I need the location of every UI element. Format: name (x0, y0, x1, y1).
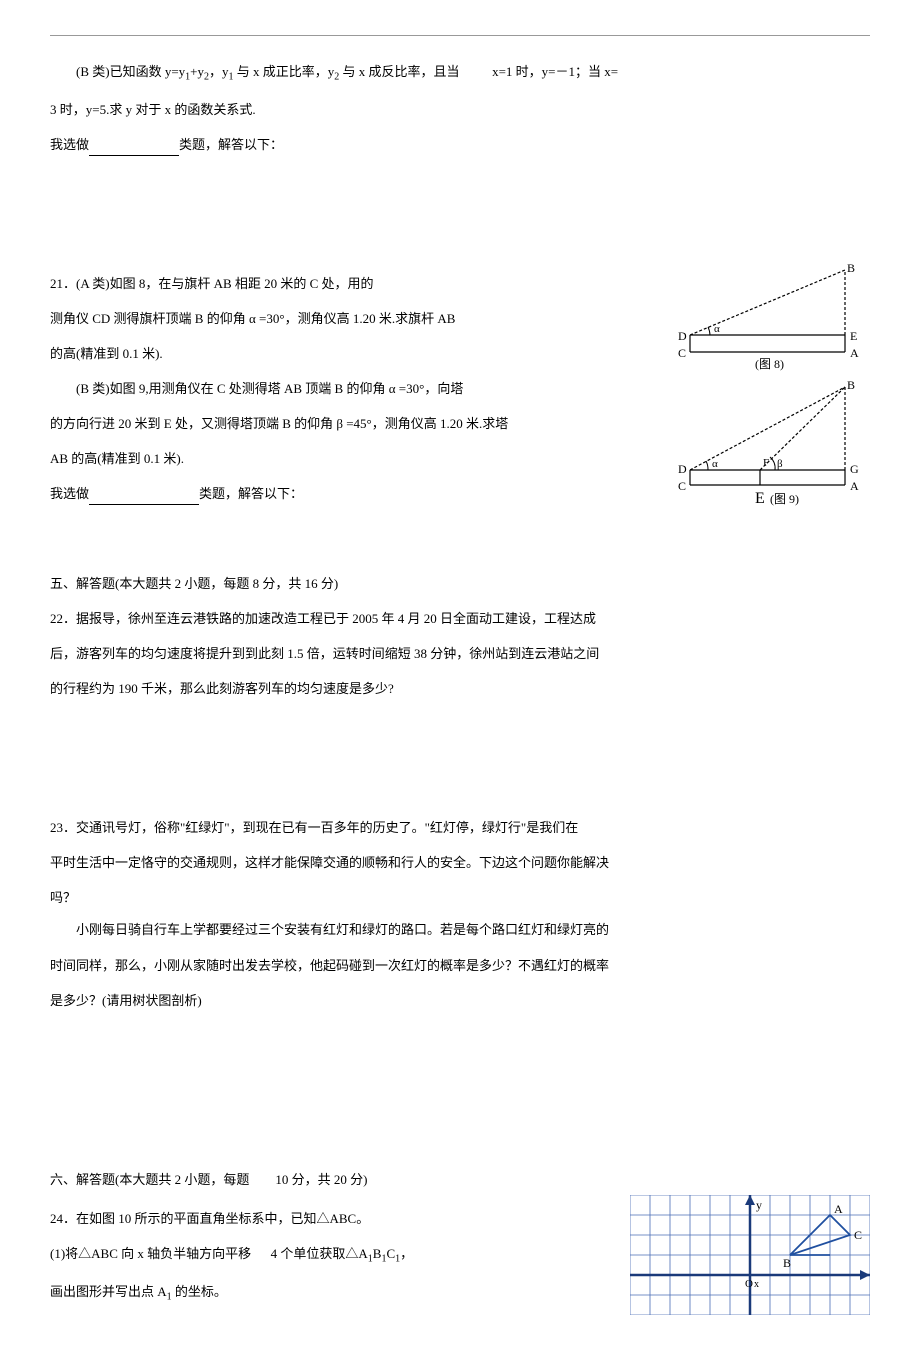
question-22: 22．据报导，徐州至连云港铁路的加速改造工程已于 2005 年 4 月 20 日… (50, 608, 870, 700)
label-d8: D (678, 329, 687, 343)
label-b9: B (847, 378, 855, 392)
comma: ， (400, 1246, 413, 1261)
q21a-l3: 的高(精准到 0.1 米). (50, 343, 670, 365)
label-a8: A (850, 346, 859, 360)
label-f9: F (763, 457, 769, 469)
blank-choice[interactable] (89, 141, 179, 156)
axis-x-label: x (754, 1279, 759, 1290)
q21-choose-pre: 我选做 (50, 486, 89, 501)
q21a-l1: 21．(A 类)如图 8，在与旗杆 AB 相距 20 米的 C 处，用的 (50, 273, 670, 295)
figure-8: α B D E C A (图 8) (670, 260, 870, 375)
q21-text-col: 21．(A 类)如图 8，在与旗杆 AB 相距 20 米的 C 处，用的 测角仪… (50, 260, 670, 510)
question-20b: (B 类)已知函数 y=y1+y2，y1 与 x 成正比率，y2 与 x 成反比… (50, 61, 870, 156)
q20b-line1: (B 类)已知函数 y=y1+y2，y1 与 x 成正比率，y2 与 x 成反比… (50, 61, 870, 86)
label-e8: E (850, 329, 857, 343)
q23-l1: 23．交通讯号灯，俗称"红绿灯"，到现在已有一百多年的历史了。"红灯停，绿灯行"… (50, 817, 870, 839)
q22-l1: 22．据报导，徐州至连云港铁路的加速改造工程已于 2005 年 4 月 20 日… (50, 608, 870, 630)
q20b-line2: 3 时，y=5.求 y 对于 x 的函数关系式. (50, 99, 870, 121)
q24-l2: (1)将△ABC 向 x 轴负半轴方向平移 4 个单位获取△A1B1C1， (50, 1243, 630, 1268)
q21-figures: α B D E C A (图 8) α F (670, 260, 870, 515)
text2: 与 x 成反比率，且当 (339, 64, 459, 79)
blank-choice-21[interactable] (89, 490, 199, 505)
figure-9: α F β B D G C A E (图 9) (670, 375, 870, 515)
b-txt: B (373, 1246, 382, 1261)
question-21-row: 21．(A 类)如图 8，在与旗杆 AB 相距 20 米的 C 处，用的 测角仪… (50, 260, 870, 515)
q21a-l2: 测角仪 CD 测得旗杆顶端 B 的仰角 α =30°，测角仪高 1.20 米.求… (50, 308, 670, 330)
label-c8: C (678, 346, 686, 360)
q24-text-col: 24．在如图 10 所示的平面直角坐标系中，已知△ABC。 (1)将△ABC 向… (50, 1195, 630, 1309)
text3: x=1 时，y=－1；当 x= (492, 64, 618, 79)
q21-choose-post: 类题，解答以下： (199, 486, 303, 501)
page-divider (50, 35, 870, 36)
label-d9: D (678, 462, 687, 476)
section-5-heading: 五、解答题(本大题共 2 小题，每题 8 分，共 16 分) (50, 573, 870, 595)
q24-l3-post: 的坐标。 (172, 1284, 227, 1299)
sec6-mid: 10 分，共 20 分) (275, 1172, 367, 1187)
label-c9: C (678, 479, 686, 493)
q20b-line3: 我选做 类题，解答以下： (50, 134, 870, 156)
label-alpha: α (714, 323, 720, 335)
q24-l2-pre: (1)将△ABC 向 x 轴负半轴方向平移 (50, 1246, 251, 1261)
axis-y-label: y (756, 1198, 762, 1212)
q24-l3-pre: 画出图形并写出点 A (50, 1284, 167, 1299)
q23-l3: 吗？ (50, 887, 870, 909)
q24-figure: y O x A B C (630, 1195, 870, 1315)
label-g9: G (850, 462, 859, 476)
q23-l2: 平时生活中一定恪守的交通规则，这样才能保障交通的顺畅和行人的安全。下边这个问题你… (50, 852, 870, 874)
q22-l3: 的行程约为 190 千米，那么此刻游客列车的均匀速度是多少? (50, 678, 870, 700)
q23-p2-l2: 时间同样，那么，小刚从家随时出发去学校，他起码碰到一次红灯的概率是多少？不遇红灯… (50, 955, 870, 977)
label-e9: E (755, 490, 765, 507)
q24-l2-mid: 4 个单位获取△A (271, 1246, 368, 1261)
label-alpha9: α (712, 458, 718, 470)
sec6-pre: 六、解答题(本大题共 2 小题，每题 (50, 1172, 249, 1187)
question-23: 23．交通讯号灯，俗称"红绿灯"，到现在已有一百多年的历史了。"红灯停，绿灯行"… (50, 817, 870, 1012)
origin-label: O (745, 1278, 753, 1290)
comma-y1: ，y (209, 64, 229, 79)
q20b-choose-pre: 我选做 (50, 137, 89, 152)
q20b-choose-post: 类题，解答以下： (179, 137, 283, 152)
plus-y: +y (190, 64, 204, 79)
coordinate-grid: y O x A B C (630, 1195, 870, 1315)
q23-p2-l3: 是多少？(请用树状图剖析) (50, 990, 870, 1012)
fig9-caption: (图 9) (770, 492, 799, 506)
text1: 与 x 成正比率，y (234, 64, 335, 79)
vertex-a: A (834, 1202, 843, 1216)
vertex-b: B (783, 1256, 791, 1270)
q21-choose: 我选做 类题，解答以下： (50, 483, 670, 505)
label-beta9: β (777, 458, 783, 470)
label-a9: A (850, 479, 859, 493)
section-6-heading: 六、解答题(本大题共 2 小题，每题 10 分，共 20 分) (50, 1169, 870, 1191)
question-24-row: 24．在如图 10 所示的平面直角坐标系中，已知△ABC。 (1)将△ABC 向… (50, 1195, 870, 1315)
fig8-caption: (图 8) (755, 357, 784, 371)
q24-l3: 画出图形并写出点 A1 的坐标。 (50, 1281, 630, 1306)
q21b-l1: (B 类)如图 9,用测角仪在 C 处测得塔 AB 顶端 B 的仰角 α =30… (50, 378, 670, 400)
q21b-l3: AB 的高(精准到 0.1 米). (50, 448, 670, 470)
q24-l1: 24．在如图 10 所示的平面直角坐标系中，已知△ABC。 (50, 1208, 630, 1230)
q21b-l2: 的方向行进 20 米到 E 处，又测得塔顶端 B 的仰角 β =45°，测角仪高… (50, 413, 670, 435)
q23-p2-l1: 小刚每日骑自行车上学都要经过三个安装有红灯和绿灯的路口。若是每个路口红灯和绿灯亮… (50, 919, 870, 941)
q22-l2: 后，游客列车的均匀速度将提升到到此刻 1.5 倍，运转时间缩短 38 分钟，徐州… (50, 643, 870, 665)
c-txt: C (386, 1246, 395, 1261)
label-b8: B (847, 261, 855, 275)
vertex-c: C (854, 1228, 862, 1242)
q20b-lead: (B 类)已知函数 y=y (76, 64, 185, 79)
